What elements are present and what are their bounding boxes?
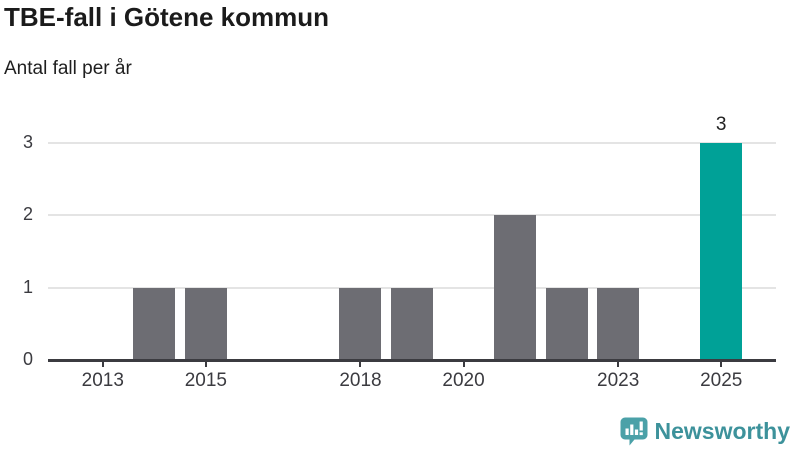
x-tick-2013	[101, 360, 104, 367]
bar-2025	[700, 142, 743, 360]
newsworthy-wordmark: Newsworthy	[654, 418, 790, 444]
bar-2023	[597, 287, 640, 360]
x-axis-label-2018: 2018	[339, 370, 382, 391]
x-tick-2023	[617, 360, 620, 367]
x-tick-2018	[359, 360, 362, 367]
bar-2014	[133, 287, 176, 360]
gridline-y-3	[48, 141, 776, 144]
x-axis-label-2025: 2025	[700, 370, 743, 391]
bar-2022	[545, 287, 588, 360]
newsworthy-logo: Newsworthy	[620, 417, 790, 446]
y-axis-label-0: 0	[22, 349, 33, 369]
chart-title: TBE-fall i Götene kommun	[4, 2, 330, 32]
x-tick-2015	[204, 360, 207, 367]
y-axis-label-3: 3	[22, 131, 33, 152]
chart-subtitle: Antal fall per år	[4, 58, 132, 79]
x-axis-label-2015: 2015	[184, 370, 227, 391]
bar-2015	[184, 287, 227, 360]
bar-2019	[391, 287, 433, 360]
x-tick-2025	[720, 360, 723, 367]
x-axis-label-2013: 2013	[81, 370, 124, 391]
y-axis-label-2: 2	[22, 204, 33, 224]
x-axis-label-2020: 2020	[442, 370, 485, 391]
bar-value-label-2025: 3	[715, 113, 727, 135]
x-axis-label-2023: 2023	[597, 370, 640, 391]
y-axis-label-1: 1	[22, 276, 33, 297]
gridline-y-2	[48, 214, 776, 216]
bar-2021	[494, 215, 537, 360]
bar-2018	[339, 287, 382, 360]
x-tick-2020	[462, 360, 465, 367]
newsworthy-chart-bubble-icon	[620, 417, 648, 446]
x-axis-line	[48, 358, 776, 362]
